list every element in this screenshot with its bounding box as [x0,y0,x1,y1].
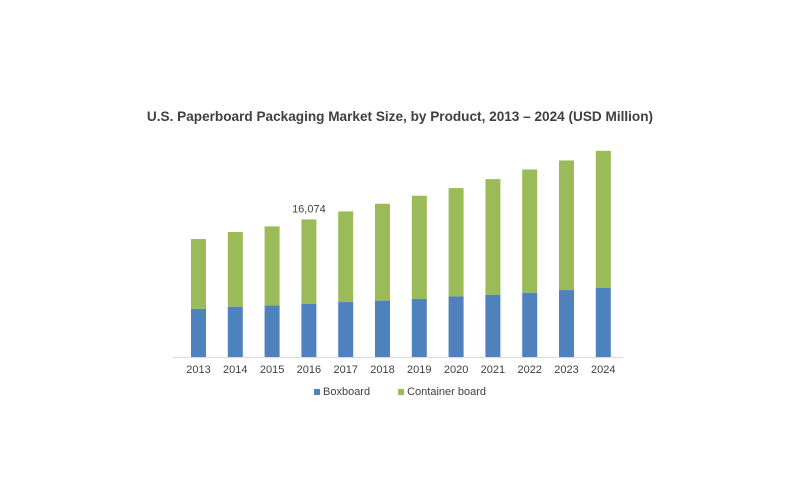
legend-item-container-board: Container board [398,386,486,398]
bar-boxboard-2024 [595,288,611,357]
bar-boxboard-2019 [411,298,427,357]
bar-container-board-2023 [559,160,574,291]
bar-boxboard-2021 [485,294,501,357]
bar-boxboard-2023 [559,290,574,357]
bar-container-board-2013 [191,239,206,309]
bar-container-board-2016 [301,219,317,304]
x-tick-label-2014: 2014 [223,364,247,376]
x-tick-label-2022: 2022 [517,364,541,376]
x-tick-label-2023: 2023 [554,364,578,376]
x-tick-label-2013: 2013 [186,364,210,376]
bar-container-board-2015 [264,226,280,306]
x-tick-label-2020: 2020 [444,364,468,376]
legend-swatch-boxboard [314,389,320,395]
bar-container-board-2024 [595,150,611,289]
x-tick-label-2024: 2024 [591,364,615,376]
x-tick-label-2021: 2021 [481,364,505,376]
bar-boxboard-2017 [338,302,354,357]
bar-boxboard-2015 [264,305,280,357]
bar-boxboard-2016 [301,303,317,357]
bar-boxboard-2013 [191,308,206,357]
legend-label-container-board: Container board [407,386,486,398]
legend: Boxboard Container board [0,386,800,398]
bar-container-board-2018 [375,203,390,301]
bar-boxboard-2022 [522,292,538,357]
bar-boxboard-2020 [448,296,464,357]
x-tick-label-2015: 2015 [260,364,284,376]
bar-container-board-2019 [411,195,427,299]
bar-container-board-2021 [485,179,501,295]
legend-swatch-container-board [398,389,405,395]
bar-boxboard-2018 [375,300,390,357]
bar-container-board-2017 [338,211,354,303]
data-label-2016: 16,074 [292,203,326,215]
bar-container-board-2020 [448,188,464,297]
legend-item-boxboard: Boxboard [314,386,370,398]
chart-title: U.S. Paperboard Packaging Market Size, b… [146,109,654,124]
bar-container-board-2014 [227,232,243,307]
bar-container-board-2022 [522,169,538,293]
x-tick-label-2017: 2017 [333,364,357,376]
legend-label-boxboard: Boxboard [323,386,371,398]
x-tick-label-2018: 2018 [370,364,394,376]
bar-boxboard-2014 [227,306,243,357]
x-tick-label-2016: 2016 [297,364,321,376]
x-tick-label-2019: 2019 [407,364,431,376]
